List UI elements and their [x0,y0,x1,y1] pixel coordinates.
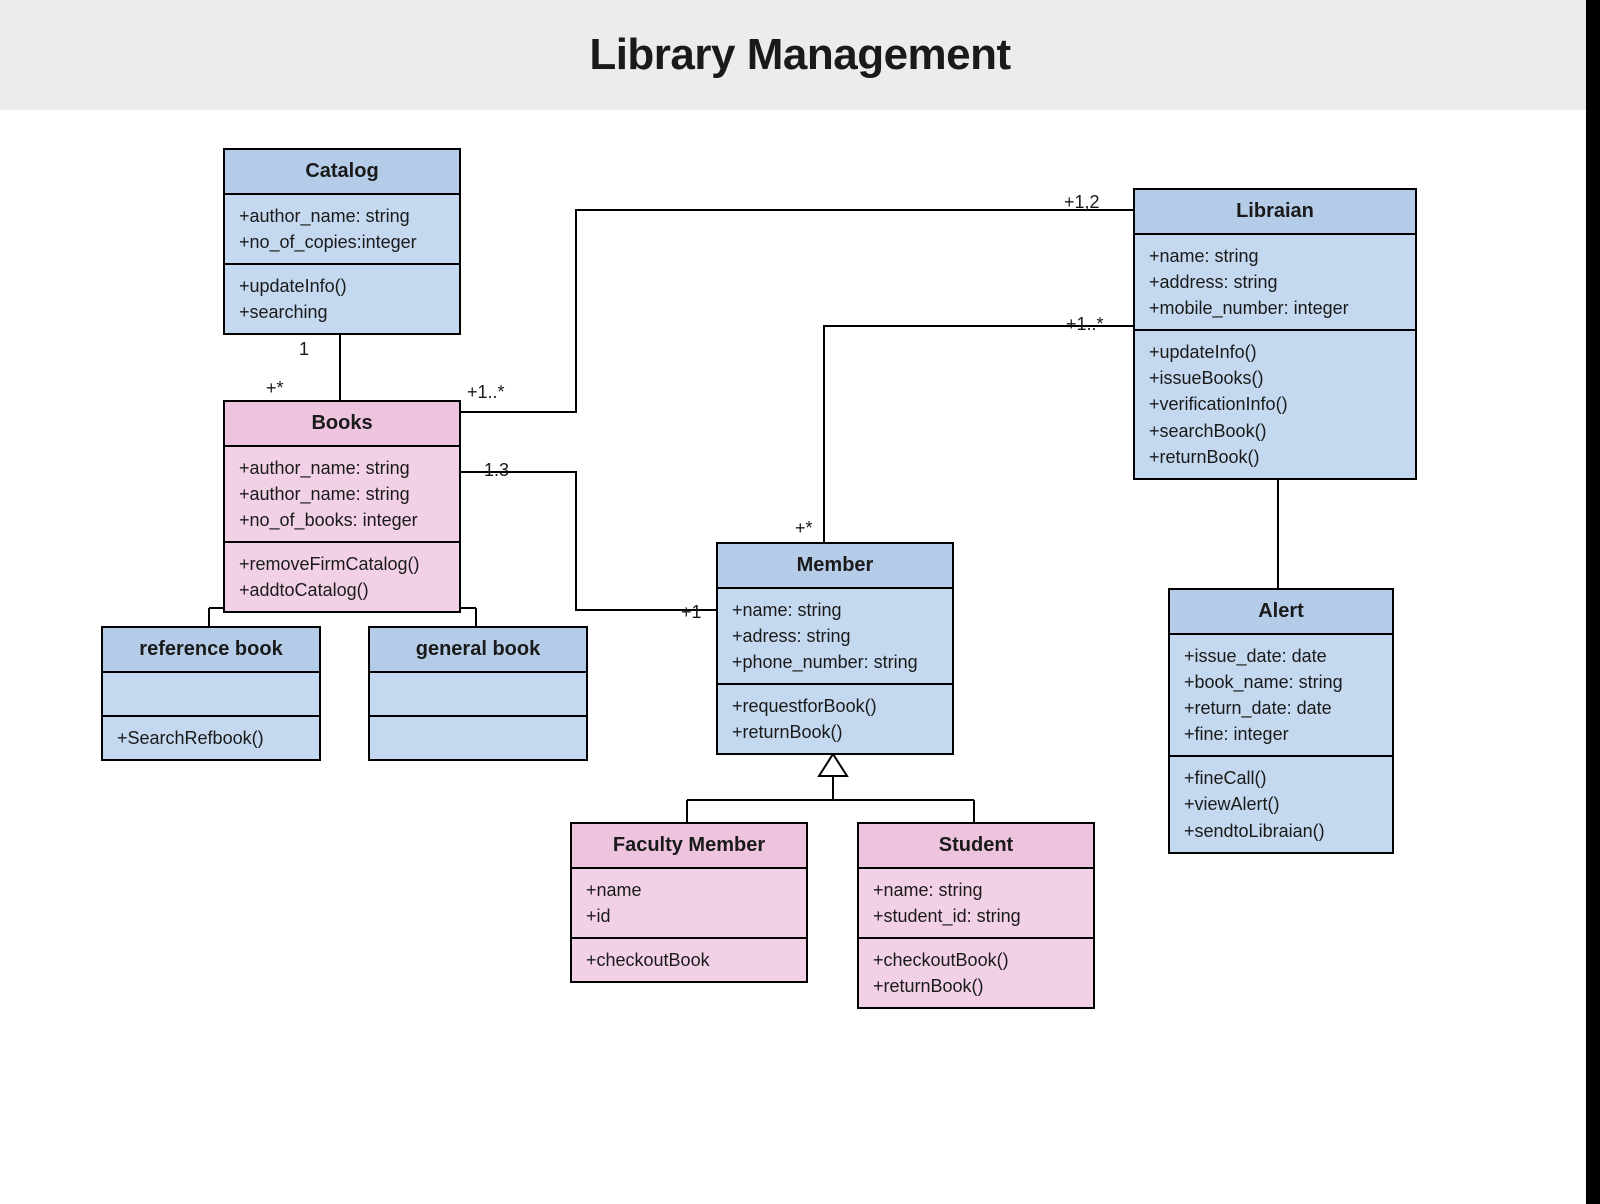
class-librarian-name: Libraian [1135,190,1415,235]
class-catalog-name: Catalog [225,150,459,195]
class-student-name: Student [859,824,1093,869]
multiplicity-lib_1_2: +1,2 [1064,192,1100,213]
class-catalog: Catalog+author_name: string+no_of_copies… [223,148,461,335]
class-faculty-name: Faculty Member [572,824,806,869]
class-faculty-methods: +checkoutBook [572,939,806,981]
class-member-methods: +requestforBook()+returnBook() [718,685,952,753]
attribute: +no_of_books: integer [239,507,445,533]
method: +returnBook() [873,973,1079,999]
class-books-name: Books [225,402,459,447]
titlebar: Library Management [0,0,1600,110]
attribute: +student_id: string [873,903,1079,929]
multiplicity-catalog_one: 1 [299,339,309,360]
class-alert-methods: +fineCall()+viewAlert()+sendtoLibraian() [1170,757,1392,851]
attribute [384,681,572,707]
multiplicity-member_star: +* [795,518,813,539]
attribute: +name [586,877,792,903]
class-books-attributes: +author_name: string+author_name: string… [225,447,459,543]
method: +SearchRefbook() [117,725,305,751]
class-member-attributes: +name: string+adress: string+phone_numbe… [718,589,952,685]
attribute: +issue_date: date [1184,643,1378,669]
attribute: +no_of_copies:integer [239,229,445,255]
class-librarian-attributes: +name: string+address: string+mobile_num… [1135,235,1415,331]
attribute: +name: string [873,877,1079,903]
class-books-methods: +removeFirmCatalog()+addtoCatalog() [225,543,459,611]
method: +removeFirmCatalog() [239,551,445,577]
class-refbook: reference book +SearchRefbook() [101,626,321,761]
class-alert-name: Alert [1170,590,1392,635]
method: +addtoCatalog() [239,577,445,603]
multiplicity-lib_one_star: +1..* [1066,314,1104,335]
canvas: Catalog+author_name: string+no_of_copies… [0,110,1586,1204]
method [384,725,572,751]
attribute: +adress: string [732,623,938,649]
edge-member-generalization [687,746,974,822]
class-genbook-methods [370,717,586,759]
attribute: +mobile_number: integer [1149,295,1401,321]
method: +requestforBook() [732,693,938,719]
attribute: +return_date: date [1184,695,1378,721]
attribute: +id [586,903,792,929]
attribute: +book_name: string [1184,669,1378,695]
class-student-methods: +checkoutBook()+returnBook() [859,939,1093,1007]
method: +sendtoLibraian() [1184,818,1378,844]
method: +fineCall() [1184,765,1378,791]
class-genbook-name: general book [370,628,586,673]
class-refbook-methods: +SearchRefbook() [103,717,319,759]
multiplicity-books_star: +* [266,378,284,399]
method: +checkoutBook [586,947,792,973]
class-faculty-attributes: +name+id [572,869,806,939]
class-member-name: Member [718,544,952,589]
method: +returnBook() [732,719,938,745]
class-genbook: general book [368,626,588,761]
edge-member-librarian [824,326,1133,542]
attribute: +phone_number: string [732,649,938,675]
class-books: Books+author_name: string+author_name: s… [223,400,461,613]
multiplicity-member_one: +1 [681,602,702,623]
method: +searching [239,299,445,325]
class-catalog-methods: +updateInfo()+searching [225,265,459,333]
multiplicity-books_1_3: 1.3 [484,460,509,481]
edge-books-librarian [457,210,1133,412]
class-refbook-attributes [103,673,319,717]
class-genbook-attributes [370,673,586,717]
class-catalog-attributes: +author_name: string+no_of_copies:intege… [225,195,459,265]
method: +searchBook() [1149,418,1401,444]
class-faculty: Faculty Member+name+id+checkoutBook [570,822,808,983]
multiplicity-books_one_star: +1..* [467,382,505,403]
class-librarian: Libraian+name: string+address: string+mo… [1133,188,1417,480]
diagram-frame: Library Management [0,0,1600,1204]
class-librarian-methods: +updateInfo()+issueBooks()+verificationI… [1135,331,1415,477]
method: +updateInfo() [239,273,445,299]
attribute: +address: string [1149,269,1401,295]
method: +returnBook() [1149,444,1401,470]
class-student: Student+name: string+student_id: string+… [857,822,1095,1009]
attribute [117,681,305,707]
method: +updateInfo() [1149,339,1401,365]
right-black-strip [1586,0,1600,1204]
edge-books-member [457,472,716,610]
class-alert-attributes: +issue_date: date+book_name: string+retu… [1170,635,1392,757]
attribute: +author_name: string [239,203,445,229]
class-member: Member+name: string+adress: string+phone… [716,542,954,755]
attribute: +fine: integer [1184,721,1378,747]
attribute: +name: string [1149,243,1401,269]
class-student-attributes: +name: string+student_id: string [859,869,1093,939]
method: +checkoutBook() [873,947,1079,973]
method: +verificationInfo() [1149,391,1401,417]
attribute: +author_name: string [239,455,445,481]
class-alert: Alert+issue_date: date+book_name: string… [1168,588,1394,854]
page-title: Library Management [589,30,1010,80]
attribute: +author_name: string [239,481,445,507]
method: +viewAlert() [1184,791,1378,817]
class-refbook-name: reference book [103,628,319,673]
attribute: +name: string [732,597,938,623]
method: +issueBooks() [1149,365,1401,391]
